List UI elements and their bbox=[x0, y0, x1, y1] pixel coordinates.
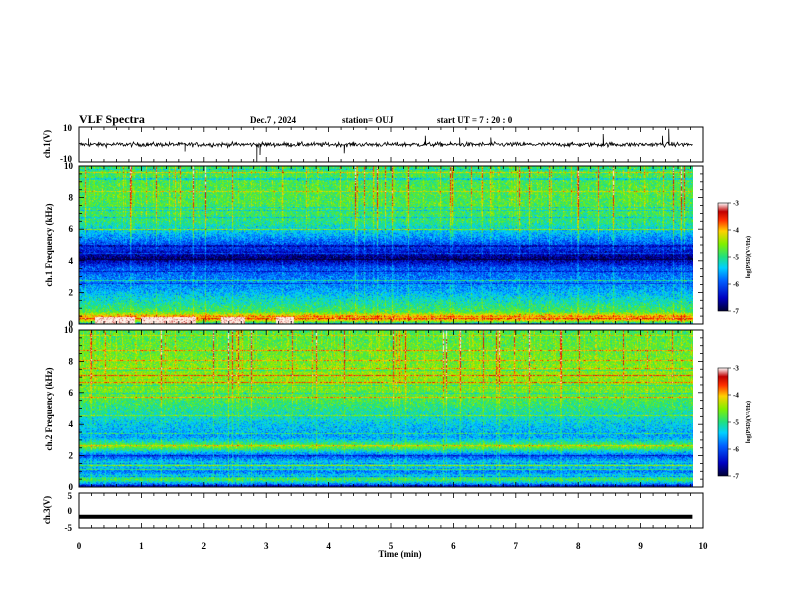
freq-tick-label: 2 bbox=[69, 287, 74, 297]
freq-tick-label: 6 bbox=[69, 224, 74, 234]
ch1-spectrogram-yticks: 0 2 4 6 8 10 bbox=[64, 161, 703, 329]
freq-tick-label: 8 bbox=[69, 356, 74, 366]
date-label: Dec.7 , 2024 bbox=[250, 115, 296, 125]
ch3-ytick-top: 5 bbox=[68, 491, 73, 501]
ch1-spectrogram-ticks bbox=[78, 166, 704, 324]
freq-tick-label: 6 bbox=[69, 388, 74, 398]
ch1-spectrogram-panel: 0 2 4 6 8 10 ch.1 Frequency (kHz) bbox=[44, 161, 704, 329]
colorbar-tick-label: -5 bbox=[733, 254, 739, 262]
ch1-trace bbox=[78, 128, 693, 163]
ch2-colorbar: -3 -4 -5 -6 -7 log(PSD)(V²/Hz) bbox=[717, 365, 752, 481]
freq-tick-label: 2 bbox=[69, 451, 74, 461]
ch1-waveform-ticks bbox=[78, 127, 704, 162]
ch2-spectrogram-yticks: 0 2 4 6 8 10 bbox=[64, 325, 703, 492]
ch1-spectrogram-canvas bbox=[79, 166, 693, 324]
time-tick-label: 6 bbox=[451, 541, 456, 551]
ch1-colorbar-ticks: -3 -4 -5 -6 -7 bbox=[728, 200, 739, 316]
ch1-ylabel: ch.1(V) bbox=[42, 130, 52, 158]
ch1-ytick-bottom: -10 bbox=[60, 154, 72, 164]
freq-tick-label: 10 bbox=[64, 161, 74, 171]
colorbar-tick-label: -5 bbox=[733, 419, 739, 427]
colorbar-tick-label: -6 bbox=[733, 446, 739, 454]
time-tick-label: 4 bbox=[326, 541, 331, 551]
time-axis-tick-labels: 0 1 2 3 4 5 6 7 8 9 10 bbox=[77, 541, 708, 551]
time-tick-label: 5 bbox=[389, 541, 394, 551]
time-tick-label: 7 bbox=[514, 541, 519, 551]
colorbar-tick-label: -4 bbox=[733, 392, 739, 400]
ch2-colorbar-label: log(PSD)(V²/Hz) bbox=[745, 401, 752, 443]
freq-tick-label: 0 bbox=[69, 482, 74, 492]
station-label: station= OUJ bbox=[342, 115, 394, 125]
freq-tick-label: 0 bbox=[69, 319, 74, 329]
ch3-waveform-panel: 5 0 -5 ch.3(V) bbox=[42, 491, 704, 533]
ch2-colorbar-ticks: -3 -4 -5 -6 -7 bbox=[728, 365, 739, 481]
freq-tick-label: 4 bbox=[69, 256, 74, 266]
freq-tick-label: 4 bbox=[69, 419, 74, 429]
figure-title: VLF Spectra bbox=[79, 112, 145, 126]
ch1-colorbar: -3 -4 -5 -6 -7 log(PSD)(V²/Hz) bbox=[717, 200, 752, 316]
time-axis-label: Time (min) bbox=[378, 549, 421, 559]
ch3-waveform-ticks bbox=[78, 493, 704, 528]
ch2-spectrogram-ticks bbox=[78, 330, 704, 487]
ch2-spec-ylabel: ch.2 Frequency (kHz) bbox=[44, 367, 54, 450]
ch1-ytick-top: 10 bbox=[63, 123, 73, 133]
time-tick-label: 3 bbox=[264, 541, 269, 551]
freq-tick-label: 8 bbox=[69, 193, 74, 203]
time-tick-label: 8 bbox=[576, 541, 581, 551]
ch2-spectrogram-canvas bbox=[79, 330, 693, 487]
time-tick-label: 2 bbox=[202, 541, 207, 551]
colorbar-tick-label: -7 bbox=[733, 308, 739, 316]
start-time-label: start UT = 7 : 20 : 0 bbox=[437, 115, 513, 125]
ch3-ylabel: ch.3(V) bbox=[42, 496, 52, 524]
time-tick-label: 0 bbox=[77, 541, 82, 551]
colorbar-tick-label: -7 bbox=[733, 473, 739, 481]
colorbar-tick-label: -6 bbox=[733, 281, 739, 289]
freq-tick-label: 10 bbox=[64, 325, 74, 335]
ch1-spec-ylabel-channel: ch.1 Frequency (kHz) bbox=[44, 203, 54, 286]
time-tick-label: 9 bbox=[638, 541, 643, 551]
time-tick-label: 1 bbox=[139, 541, 144, 551]
ch1-waveform-panel: 10 -10 ch.1(V) bbox=[42, 123, 704, 164]
colorbar-tick-label: -4 bbox=[733, 227, 739, 235]
ch3-ytick-bottom: -5 bbox=[65, 523, 73, 533]
colorbar-tick-label: -3 bbox=[733, 365, 739, 373]
ch3-ytick-mid: 0 bbox=[68, 506, 73, 516]
time-tick-label: 10 bbox=[699, 541, 709, 551]
colorbar-tick-label: -3 bbox=[733, 200, 739, 208]
ch1-colorbar-label: log(PSD)(V²/Hz) bbox=[745, 236, 752, 278]
ch2-spectrogram-panel: 0 2 4 6 8 10 ch.2 Frequency (kHz) bbox=[44, 325, 704, 492]
